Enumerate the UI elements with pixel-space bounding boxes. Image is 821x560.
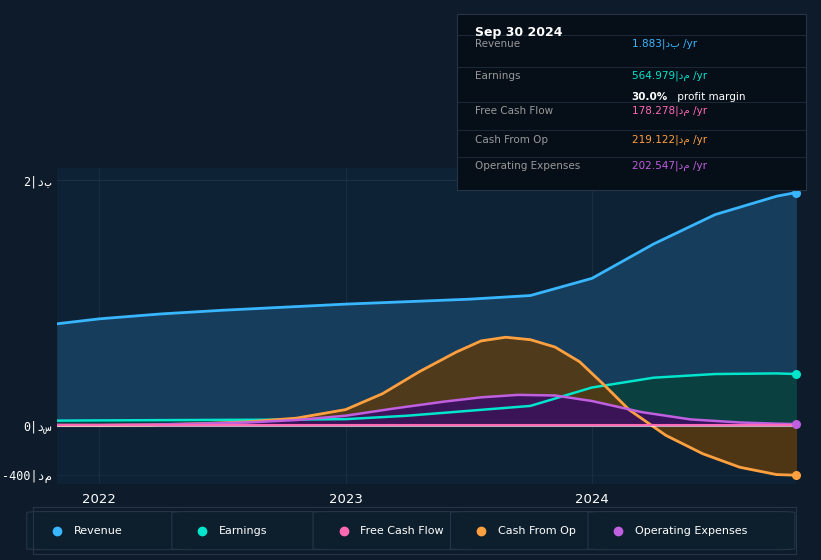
Text: Revenue: Revenue [74,526,123,535]
FancyBboxPatch shape [27,512,188,550]
FancyBboxPatch shape [588,512,795,550]
Text: Earnings: Earnings [219,526,268,535]
FancyBboxPatch shape [451,512,606,550]
Text: Free Cash Flow: Free Cash Flow [475,106,553,116]
FancyBboxPatch shape [313,512,469,550]
Text: Operating Expenses: Operating Expenses [635,526,748,535]
Text: 1.883|دب /yr: 1.883|دب /yr [632,39,697,49]
Text: Sep 30 2024: Sep 30 2024 [475,26,562,39]
Text: 564.979|دم /yr: 564.979|دم /yr [632,71,707,81]
Text: 30.0%: 30.0% [632,92,668,102]
Text: 202.547|دم /yr: 202.547|دم /yr [632,161,707,171]
Text: Earnings: Earnings [475,71,521,81]
Text: Operating Expenses: Operating Expenses [475,161,580,171]
Text: Cash From Op: Cash From Op [498,526,576,535]
Point [790,188,803,197]
Text: 178.278|دم /yr: 178.278|دم /yr [632,106,707,116]
Point [790,471,803,480]
Text: Free Cash Flow: Free Cash Flow [360,526,444,535]
Point [790,370,803,379]
Text: Cash From Op: Cash From Op [475,134,548,144]
Point [790,419,803,428]
FancyBboxPatch shape [172,512,331,550]
Text: 219.122|دم /yr: 219.122|دم /yr [632,134,707,144]
Text: Revenue: Revenue [475,39,520,49]
Text: profit margin: profit margin [674,92,745,102]
